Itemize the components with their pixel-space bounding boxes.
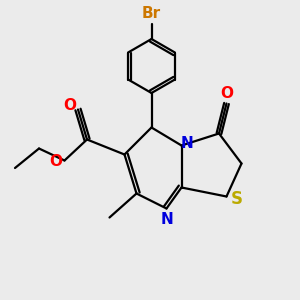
- Text: O: O: [63, 98, 76, 113]
- Text: S: S: [231, 190, 243, 208]
- Text: Br: Br: [142, 6, 161, 21]
- Text: O: O: [220, 85, 233, 100]
- Text: O: O: [50, 154, 63, 169]
- Text: N: N: [160, 212, 173, 226]
- Text: N: N: [181, 136, 193, 152]
